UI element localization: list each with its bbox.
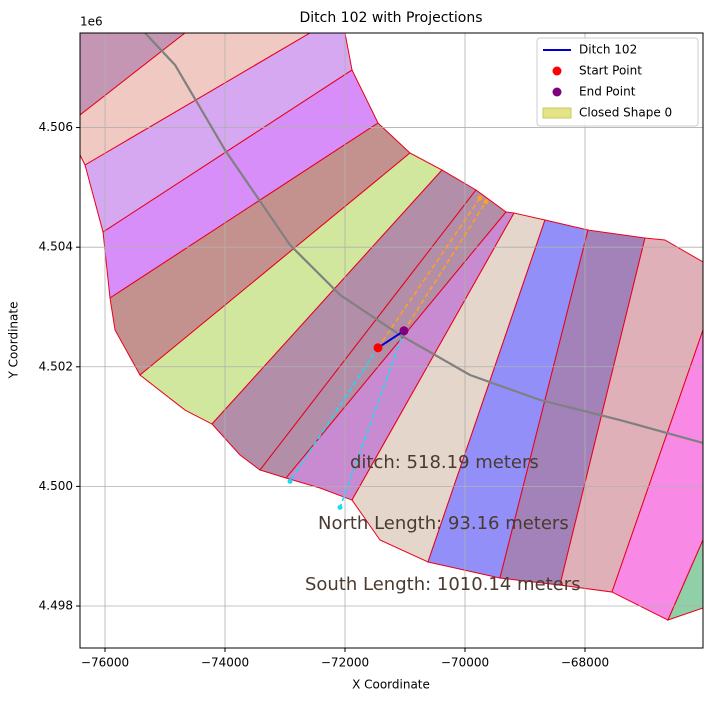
legend-patch: [542, 107, 572, 119]
x-tick-label: −72000: [321, 656, 369, 670]
shape: [611, 329, 703, 621]
point: [373, 343, 383, 353]
legend-label: Start Point: [579, 64, 642, 78]
y-offset-label: 1e6: [80, 15, 103, 29]
ditch-line: [377, 329, 405, 349]
x-tick-label: −68000: [561, 656, 609, 670]
legend-dot: [552, 87, 562, 97]
centerline: [144, 33, 703, 445]
y-tick-label: 4.502: [39, 359, 73, 373]
projection-end: [337, 504, 343, 510]
annotation: South Length: 1010.14 meters: [305, 574, 581, 595]
projection-end: [483, 199, 489, 205]
overlay: −76000 −74000 −72000 −70000 −68000 4.498 4.500…: [39, 32, 704, 670]
x-tick-label: −76000: [81, 656, 129, 670]
x-tick-label: −74000: [201, 656, 249, 670]
legend-box: [536, 37, 699, 127]
projection-line: [339, 330, 405, 508]
chart-title: Ditch 102 with Projections: [299, 10, 482, 26]
legend-label: End Point: [579, 85, 636, 99]
legend-label: Closed Shape 0: [579, 106, 672, 120]
x-tick-label: −70000: [441, 656, 489, 670]
x-axis-label: X Coordinate: [352, 678, 430, 692]
annotation: North Length: 93.16 meters: [318, 513, 569, 534]
shape: [667, 539, 703, 621]
y-axis-label: Y Coordinate: [7, 302, 21, 380]
shape: [84, 33, 353, 233]
y-tick-label: 4.498: [39, 599, 73, 613]
y-tick-label: 4.500: [39, 479, 73, 493]
point: [399, 326, 409, 336]
y-tick-label: 4.506: [39, 120, 73, 134]
projection-end: [287, 478, 293, 484]
legend-label: Ditch 102: [579, 43, 637, 57]
projection-end: [477, 195, 483, 201]
projection-line: [377, 197, 481, 349]
legend-dot: [552, 66, 562, 76]
projection-line: [289, 347, 379, 482]
projection-line: [403, 201, 487, 332]
y-tick-label: 4.504: [39, 240, 73, 254]
plot-area: ditch: 518.19 meters North Length: 93.16 …: [80, 33, 703, 648]
annotation: ditch: 518.19 meters: [350, 452, 539, 473]
plot-frame: [79, 32, 704, 649]
